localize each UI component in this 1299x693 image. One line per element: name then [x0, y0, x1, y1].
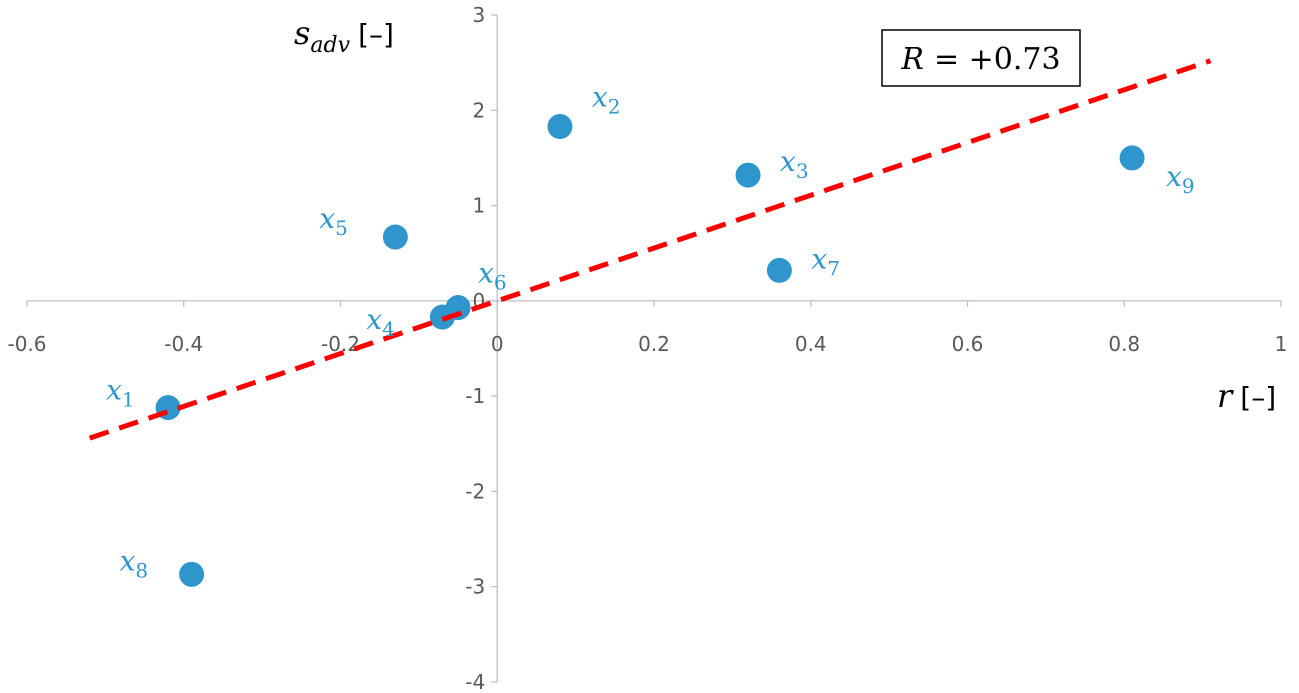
x-axis-unit: [–]: [1240, 381, 1276, 414]
point-label: x2: [592, 80, 621, 118]
point-label: x8: [120, 544, 149, 582]
x-tick-label: -0.6: [7, 332, 46, 356]
point-label-subscript: 1: [122, 388, 135, 412]
data-point: [547, 113, 573, 139]
point-label: x9: [1166, 160, 1195, 198]
trendline: [88, 58, 1212, 441]
y-tick-label: 1: [473, 194, 486, 218]
point-label: x5: [319, 202, 348, 240]
x-tick-label: 0.6: [952, 332, 984, 356]
point-label-subscript: 5: [335, 216, 348, 240]
data-point: [382, 224, 408, 250]
y-axis-symbol: s: [294, 14, 310, 52]
x-tick-label: 0.2: [638, 332, 670, 356]
point-label: x1: [106, 374, 135, 412]
point-label-name: x: [120, 544, 136, 577]
y-tick-label: 2: [473, 98, 486, 122]
y-tick-label: -1: [465, 384, 485, 408]
correlation-text: R = +0.73: [900, 42, 1060, 77]
point-label-name: x: [780, 145, 796, 178]
y-tick-label: 3: [473, 3, 486, 27]
point-label-name: x: [592, 80, 608, 113]
x-tick-label: -0.4: [164, 332, 203, 356]
x-tick-labels: -0.6 -0.4 -0.2 0 0.2 0.4 0.6 0.8 1: [7, 300, 1288, 356]
x-tick-label: 0: [491, 332, 504, 356]
point-label: x7: [811, 242, 840, 280]
correlation-value: = +0.73: [934, 42, 1061, 77]
correlation-annotation: R = +0.73: [881, 29, 1081, 87]
point-label-subscript: 8: [135, 558, 148, 582]
data-point: [179, 561, 205, 587]
point-label-subscript: 4: [382, 317, 395, 341]
point-label-subscript: 9: [1182, 174, 1195, 198]
x-axis-symbol: r: [1217, 377, 1234, 415]
y-axis-title: sadv [–]: [294, 14, 394, 58]
point-label-name: x: [811, 242, 827, 275]
point-label-subscript: 7: [827, 256, 840, 280]
y-axis-subscript: adv: [310, 33, 350, 58]
point-label-name: x: [478, 257, 494, 290]
point-label: x4: [366, 303, 395, 341]
point-label-subscript: 2: [608, 94, 621, 118]
correlation-box: [881, 29, 1081, 87]
data-point: [735, 162, 761, 188]
data-point: [1119, 145, 1145, 171]
y-tick-label: -3: [465, 575, 485, 599]
x-tick-label: 1: [1275, 332, 1288, 356]
x-tick-label: 0.8: [1108, 332, 1140, 356]
point-label-name: x: [106, 374, 122, 407]
data-point: [766, 257, 792, 283]
x-axis-title: r [–]: [1217, 377, 1276, 415]
point-label: x3: [780, 145, 809, 183]
point-label-name: x: [1166, 160, 1182, 193]
point-label-name: x: [366, 303, 382, 336]
y-tick-label: -4: [465, 670, 485, 693]
x-tick-label: 0.4: [795, 332, 827, 356]
correlation-symbol: R: [900, 42, 924, 77]
point-label: x6: [478, 257, 507, 295]
y-tick-label: -2: [465, 479, 485, 503]
point-label-name: x: [319, 202, 335, 235]
y-axis-unit: [–]: [358, 18, 394, 51]
point-label-subscript: 3: [796, 159, 809, 183]
point-label-subscript: 6: [494, 271, 507, 295]
